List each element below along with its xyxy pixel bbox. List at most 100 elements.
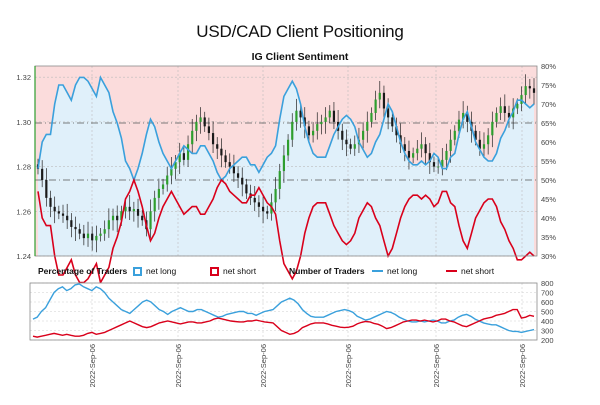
candle-body: [49, 197, 52, 207]
legend-short-line: [446, 270, 457, 272]
price-tick-label: 1.26: [16, 207, 31, 216]
count-tick-label: 800: [541, 279, 554, 288]
candle-body: [228, 162, 231, 167]
candle-body: [532, 88, 536, 93]
candle-body: [61, 213, 65, 216]
candle-body: [482, 144, 486, 149]
candle-body: [407, 150, 411, 158]
candle-body: [86, 233, 90, 239]
legend-long-swatch: [133, 266, 142, 276]
candle-body: [324, 117, 327, 122]
count-tick-label: 300: [541, 327, 554, 336]
candle-body: [345, 139, 348, 145]
candle-body: [516, 104, 519, 109]
price-tick-label: 1.30: [16, 118, 31, 127]
candle-body: [307, 126, 311, 136]
candle-body: [374, 99, 377, 113]
count-tick-label: 400: [541, 317, 554, 326]
candle-body: [128, 206, 131, 212]
candle-body: [216, 144, 219, 149]
pct-tick-label: 70%: [541, 100, 556, 109]
net-short-pct-line: [37, 177, 535, 285]
candle-body: [116, 215, 119, 221]
candle-body: [178, 153, 181, 163]
pct-tick-label: 35%: [541, 233, 556, 242]
price-tick-label: 1.24: [16, 252, 31, 261]
candle-body: [474, 130, 477, 140]
candle-body: [499, 106, 502, 113]
candle-body: [466, 112, 469, 122]
pct-tick-label: 45%: [541, 195, 556, 204]
candle-body: [266, 211, 269, 214]
candle-body: [199, 117, 202, 122]
candle-body: [412, 153, 415, 158]
candle-body: [311, 130, 315, 136]
date-tick-label: 2022-Sep-06: [344, 344, 353, 387]
candle-body: [207, 126, 210, 134]
candle-body: [278, 171, 281, 189]
candle-body: [245, 184, 248, 194]
candle-body: [182, 153, 185, 160]
candle-body: [462, 112, 465, 120]
candle-body: [166, 175, 169, 185]
candle-body: [282, 155, 286, 172]
legend-num-net-long: net long: [372, 266, 417, 276]
candle-body: [149, 211, 152, 230]
candle-body: [274, 188, 277, 203]
candle-body: [186, 144, 190, 160]
candle-body: [195, 121, 198, 131]
candle-body: [161, 184, 165, 189]
count-tick-label: 200: [541, 336, 554, 345]
candle-body: [424, 144, 427, 154]
price-tick-label: 1.28: [16, 163, 31, 172]
candle-body: [170, 168, 173, 176]
candle-body: [303, 117, 306, 127]
candle-body: [382, 92, 386, 109]
candle-body: [220, 148, 223, 156]
count-tick-label: 500: [541, 308, 554, 317]
main-panel: 1.32 1.30 1.28 1.26 1.24 80% 75% 70% 65% 60% 55% 50…: [16, 62, 556, 285]
candle-body: [432, 162, 436, 167]
price-tick-label: 1.32: [16, 73, 31, 82]
candle-body: [316, 124, 319, 131]
candle-body: [120, 211, 123, 221]
candle-body: [141, 215, 144, 221]
lower-frame: [29, 282, 538, 341]
candle-body: [416, 148, 419, 154]
count-tick-label: 700: [541, 289, 554, 298]
net-long-pct-line: [37, 75, 535, 183]
legend-num-net-short-label: net short: [461, 266, 495, 276]
candle-body: [495, 112, 498, 122]
candle-body: [524, 86, 527, 96]
date-tick-label: 2022-Sep-06: [88, 344, 97, 387]
date-tick-label: 2022-Sep-06: [259, 344, 268, 387]
pct-tick-label: 55%: [541, 157, 556, 166]
candle-body: [174, 162, 177, 169]
candle-body: [299, 110, 302, 118]
candle-body: [453, 130, 456, 140]
candle-body: [507, 112, 511, 118]
pct-tick-label: 60%: [541, 138, 556, 147]
pct-tick-label: 30%: [541, 252, 556, 261]
candle-body: [132, 209, 135, 212]
legend-num-net-long-label: net long: [387, 266, 418, 276]
candle-body: [45, 180, 48, 198]
candle-body: [99, 233, 102, 236]
candle-body: [66, 215, 69, 221]
pct-tick-label: 80%: [541, 62, 556, 71]
candle-body: [353, 144, 356, 149]
legend-short-swatch: [210, 266, 219, 276]
candle-body: [157, 188, 160, 198]
candle-body: [403, 144, 406, 151]
candle-body: [103, 229, 106, 234]
candle-body: [328, 110, 331, 118]
candle-body: [95, 235, 98, 241]
candle-body: [378, 92, 381, 100]
candle-body: [449, 139, 452, 151]
legend-num-net-short: net short: [446, 266, 494, 276]
candle-body: [420, 144, 423, 149]
candle-body: [70, 220, 73, 227]
candle-body: [478, 139, 481, 149]
candle-body: [487, 135, 490, 145]
